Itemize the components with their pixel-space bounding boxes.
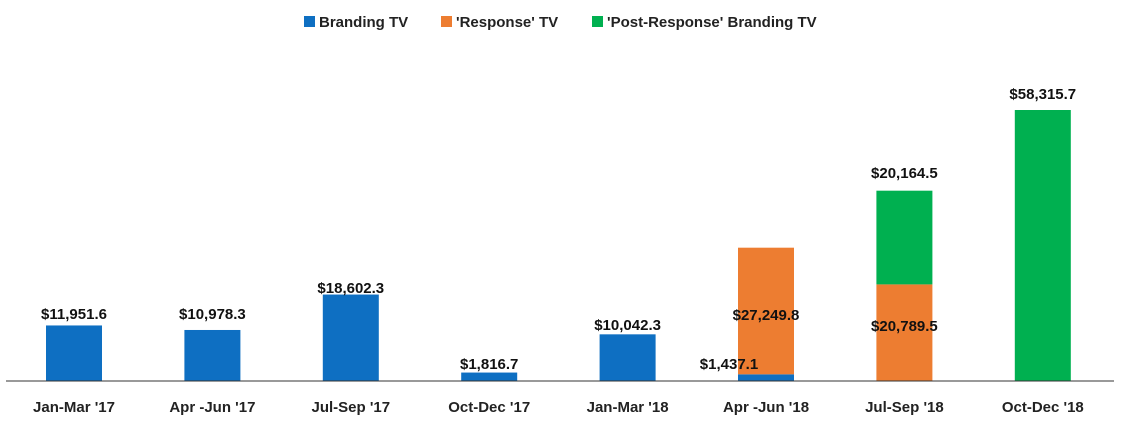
legend: Branding TV 'Response' TV 'Post-Response' … — [304, 14, 817, 31]
bar-branding-tv-jul-sep-17 — [322, 294, 379, 381]
bar-branding-tv-jan-mar-18 — [599, 334, 656, 381]
x-tick-jul-sep-17: Jul-Sep '17 — [311, 399, 390, 416]
x-tick-jan-mar-17: Jan-Mar '17 — [33, 399, 115, 416]
data-labels: $11,951.6 $10,978.3 $18,602.3 $1,816.7 $10,0… — [41, 86, 1076, 373]
legend-label-branding-tv: Branding TV — [319, 14, 408, 31]
x-tick-apr-jun-17: Apr -Jun '17 — [169, 399, 255, 416]
x-tick-oct-dec-18: Oct-Dec '18 — [1002, 399, 1084, 416]
x-tick-jan-mar-18: Jan-Mar '18 — [587, 399, 669, 416]
bar-response-tv-jul-sep-18 — [876, 284, 933, 381]
x-axis-ticks: Jan-Mar '17 Apr -Jun '17 Jul-Sep '17 Oct-De… — [33, 399, 1084, 416]
data-label-branding-tv-apr-jun-17: $10,978.3 — [179, 306, 246, 323]
x-tick-oct-dec-17: Oct-Dec '17 — [448, 399, 530, 416]
legend-swatch-response-tv — [441, 16, 452, 27]
data-label-branding-tv-jul-sep-17: $18,602.3 — [317, 280, 384, 297]
bar-branding-tv-apr-jun-18 — [738, 374, 794, 381]
data-label-branding-tv-jan-mar-18: $10,042.3 — [594, 317, 661, 334]
data-label-branding-tv-oct-dec-17: $1,816.7 — [460, 356, 518, 373]
data-label-response-tv-apr-jun-18: $27,249.8 — [733, 307, 800, 324]
bar-branding-tv-oct-dec-17 — [461, 372, 518, 381]
data-label-post-response-branding-tv-jul-sep-18: $20,164.5 — [871, 165, 938, 182]
legend-label-post-response-branding-tv: 'Post-Response' Branding TV — [607, 14, 817, 31]
x-tick-jul-sep-18: Jul-Sep '18 — [865, 399, 944, 416]
x-tick-apr-jun-18: Apr -Jun '18 — [723, 399, 809, 416]
legend-label-response-tv: 'Response' TV — [456, 14, 558, 31]
legend-swatch-post-response-branding-tv — [592, 16, 603, 27]
bar-branding-tv-apr-jun-17 — [184, 329, 241, 381]
bar-branding-tv-jan-mar-17 — [46, 325, 102, 381]
bar-post-response-branding-tv-oct-dec-18 — [1014, 110, 1071, 381]
bar-post-response-branding-tv-jul-sep-18 — [876, 190, 933, 285]
data-label-post-response-branding-tv-oct-dec-18: $58,315.7 — [1009, 86, 1076, 103]
data-label-branding-tv-jan-mar-17: $11,951.6 — [41, 306, 107, 323]
bar-response-tv-apr-jun-18 — [738, 247, 794, 375]
data-label-response-tv-jul-sep-18: $20,789.5 — [871, 318, 938, 335]
data-label-branding-tv-apr-jun-18: $1,437.1 — [700, 356, 758, 373]
bars — [46, 110, 1071, 381]
legend-swatch-branding-tv — [304, 16, 315, 27]
